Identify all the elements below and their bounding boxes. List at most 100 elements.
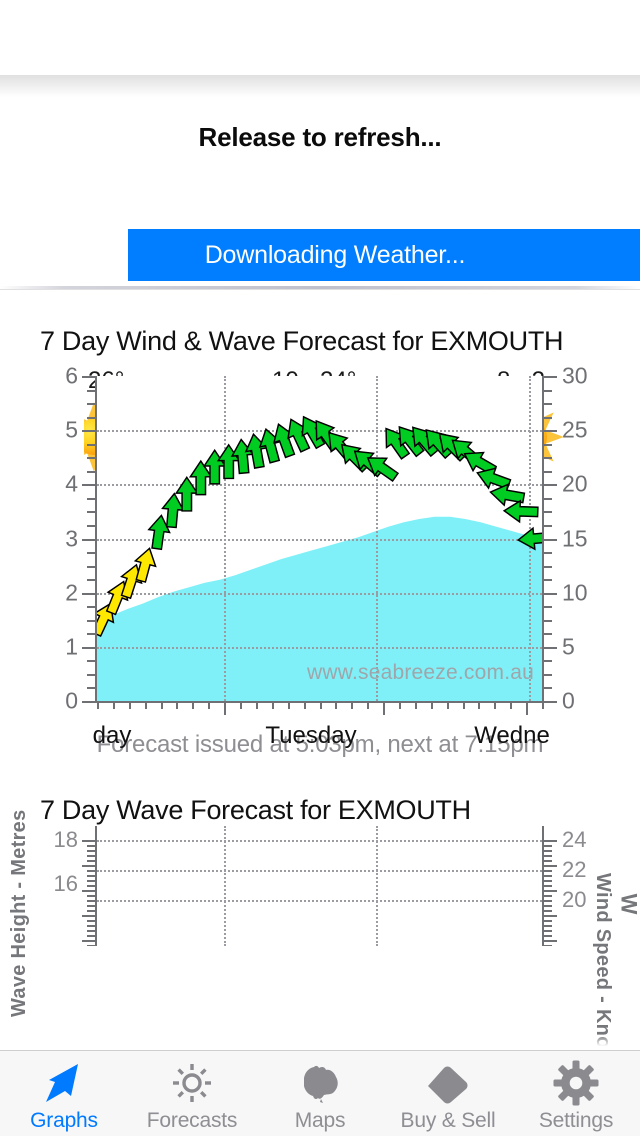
y-axis-tick-right: [544, 660, 552, 663]
y-axis-tick-left: [87, 633, 95, 636]
watermark: www.seabreeze.com.au: [307, 661, 534, 684]
y-axis-label-right: 22: [562, 857, 587, 882]
gear-icon[interactable]: [550, 1060, 602, 1106]
tab-label: Forecasts: [146, 1109, 238, 1132]
wind-arrow: [366, 457, 400, 483]
y-axis-tick-right: [544, 687, 552, 690]
downloading-weather-label: Downloading Weather...: [204, 240, 466, 269]
tab-forecasts[interactable]: Forecasts: [128, 1051, 256, 1136]
y-axis-tick-right: [544, 565, 552, 568]
tag-icon[interactable]: [422, 1060, 474, 1106]
axis-line-vertical: [95, 826, 97, 946]
sun-icon[interactable]: [166, 1060, 218, 1106]
y-axis-tick-right: [544, 646, 557, 649]
x-axis-tick: [303, 702, 306, 709]
x-axis-tick: [335, 702, 338, 709]
status-bar-shadow: [0, 75, 640, 97]
y-axis-tick-right: [544, 701, 557, 703]
gridline-vertical: [223, 376, 226, 701]
wind-arrow: [489, 483, 526, 507]
y-axis-tick-left: [87, 524, 95, 527]
y-axis-tick-left: [82, 701, 95, 703]
wind-arrow: [105, 580, 129, 616]
y-axis-tick-right: [544, 910, 552, 912]
axis-line-vertical: [95, 376, 97, 702]
graphs-scroll-content[interactable]: 7 Day Wind & Wave Forecast for EXMOUTH 2…: [0, 290, 640, 1068]
y-axis-tick-left: [87, 900, 95, 902]
wave-height-area: [97, 516, 542, 701]
tab-settings[interactable]: Settings: [512, 1051, 640, 1136]
arrow-icon[interactable]: [38, 1060, 90, 1106]
wave-axis-label-partial: W: [616, 893, 640, 915]
x-axis-tick: [446, 702, 449, 709]
y-axis-tick-right: [544, 870, 552, 872]
y-axis-tick-left: [82, 865, 95, 867]
y-axis-label-left: 4: [65, 470, 78, 497]
y-axis-tick-left: [82, 376, 95, 378]
y-axis-tick-left: [87, 930, 95, 932]
wave-graph[interactable]: 18 16 24 22 20 W: [0, 826, 640, 946]
gridline-vertical: [376, 826, 378, 946]
y-axis-tick-right: [544, 905, 552, 907]
wind-arrow-series: [97, 415, 542, 638]
y-axis-tick-right: [544, 633, 552, 636]
y-axis-label-left: 16: [53, 871, 78, 896]
y-axis-tick-right: [544, 865, 557, 867]
y-axis-label-left: 3: [65, 525, 78, 551]
y-axis-tick-right: [544, 443, 552, 446]
y-axis-tick-left: [82, 538, 95, 541]
y-axis-tick-left: [87, 845, 95, 847]
y-axis-tick-right: [544, 511, 552, 514]
y-axis-tick-right: [544, 925, 552, 927]
y-axis-label-left: 18: [53, 827, 78, 852]
y-axis-tick-left: [87, 565, 95, 568]
y-axis-tick-right: [544, 890, 557, 892]
y-axis-tick-right: [544, 845, 552, 847]
y-axis-tick-left: [87, 389, 95, 392]
australia-icon[interactable]: [294, 1060, 346, 1106]
axis-line-vertical: [542, 376, 544, 702]
y-axis-tick-left: [82, 592, 95, 595]
y-axis-tick-right: [544, 579, 552, 582]
x-axis-tick: [510, 702, 513, 709]
gridline-horizontal: [97, 900, 542, 902]
y-axis-tick-right: [544, 619, 552, 622]
y-axis-tick-right: [544, 606, 552, 609]
x-axis-tick: [494, 702, 497, 709]
y-axis-tick-left: [82, 915, 95, 917]
wind-arrow: [516, 526, 542, 551]
y-axis-tick-right: [544, 885, 552, 887]
y-axis-label-left: 1: [65, 633, 78, 660]
y-axis-tick-right: [544, 430, 557, 433]
pull-to-refresh-area[interactable]: Release to refresh... Downloading Weathe…: [0, 0, 640, 307]
y-axis-tick-right: [544, 915, 557, 917]
y-axis-label-left: 6: [65, 362, 78, 389]
tab-bar[interactable]: Graphs Forecasts Maps Buy & Sell Settings: [0, 1050, 640, 1136]
tab-graphs[interactable]: Graphs: [0, 1051, 128, 1136]
x-axis-tick: [271, 702, 274, 709]
y-axis-tick-left: [82, 940, 95, 942]
y-axis-tick-left: [82, 646, 95, 649]
x-axis-tick: [97, 702, 99, 709]
y-axis-label-left: 5: [65, 416, 78, 443]
x-axis-tick: [240, 702, 243, 709]
y-axis-tick-right: [544, 855, 552, 857]
x-axis-tick: [208, 702, 211, 709]
y-axis-tick-left: [87, 875, 95, 877]
tab-maps[interactable]: Maps: [256, 1051, 384, 1136]
y-axis-tick-right: [544, 403, 552, 406]
x-axis-day-label: Wedne: [474, 722, 550, 749]
wind-wave-graph[interactable]: www.seabreeze.com.au Wave Height - Metre…: [0, 357, 640, 1068]
gridline-horizontal: [97, 592, 542, 595]
y-axis-tick-right: [544, 930, 552, 932]
y-axis-tick-left: [87, 470, 95, 473]
y-axis-tick-left: [87, 860, 95, 862]
tab-buy-sell[interactable]: Buy & Sell: [384, 1051, 512, 1136]
y-axis-tick-right: [544, 945, 552, 946]
x-axis-tick: [383, 702, 386, 715]
y-axis-tick-left: [87, 552, 95, 555]
release-to-refresh-label: Release to refresh...: [198, 122, 442, 152]
y-axis-tick-right: [544, 497, 552, 500]
content-fade: [0, 1035, 640, 1051]
x-axis-tick: [128, 702, 131, 709]
